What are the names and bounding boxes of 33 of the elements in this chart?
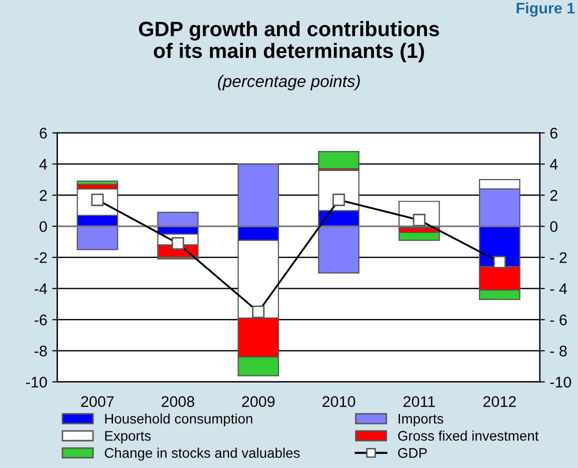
chart-title: GDP growth and contributions of its main determinants (1)	[139, 21, 440, 62]
y2-tick-label: - 8	[550, 346, 567, 356]
chart-subtitle: (percentage points)	[218, 74, 360, 90]
legend-label: GDP	[398, 448, 427, 458]
y2-tick-label: -10	[550, 376, 572, 388]
legend-label: Exports	[105, 431, 151, 444]
x-tick-label: 2008	[162, 396, 194, 407]
y2-tick-label: - 6	[550, 314, 567, 326]
legend-label: Imports	[398, 414, 444, 426]
y-tick-label: 4	[39, 159, 48, 170]
y2-tick-label: 0	[550, 221, 558, 232]
x-tick-label: 2009	[242, 396, 275, 407]
y2-tick-label: 2	[550, 190, 558, 201]
y-tick-label: -8	[34, 346, 47, 356]
legend-label: Change in stocks and valuables	[104, 448, 300, 461]
x-tick-label: 2011	[404, 396, 435, 407]
x-tick-label: 2012	[483, 396, 516, 407]
y-tick-label: -4	[34, 284, 48, 294]
y-tick-label: -10	[26, 376, 47, 388]
y-tick-label: 0	[40, 221, 47, 232]
y2-tick-label: - 4	[550, 284, 567, 294]
y2-tick-label: 4	[550, 159, 558, 170]
legend-label: Gross fixed investment	[398, 430, 539, 441]
x-tick-label: 2010	[322, 396, 356, 407]
legend-label: Household consumption	[105, 413, 252, 426]
y2-tick-label: - 2	[550, 252, 567, 263]
y-tick-label: 2	[40, 190, 47, 201]
x-tick-label: 2007	[81, 396, 114, 407]
y-tick-label: -2	[34, 252, 47, 263]
y-tick-label: -6	[34, 314, 47, 326]
y2-tick-label: 6	[550, 128, 558, 139]
caption: Figure 1	[516, 2, 575, 17]
y-tick-label: 6	[40, 128, 47, 139]
